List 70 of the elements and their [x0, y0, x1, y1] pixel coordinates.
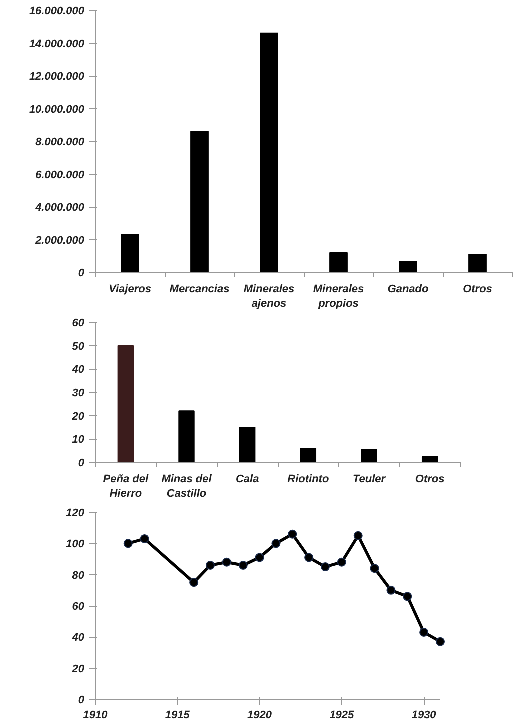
point	[337, 558, 346, 567]
x-tick-label: Minas del Castillo	[162, 474, 213, 500]
point	[288, 530, 298, 539]
y-tick-label: 20	[71, 410, 86, 423]
point	[386, 586, 396, 595]
y-tick-label: 10.000.000	[29, 104, 86, 116]
point	[140, 534, 150, 544]
y-tick-label: 100	[66, 538, 86, 551]
bar	[330, 252, 348, 272]
bar	[190, 131, 209, 272]
y-tick-label: 120	[66, 508, 86, 520]
bar	[422, 456, 438, 462]
point	[190, 578, 199, 588]
x-tick-label: Viajeros	[109, 284, 152, 296]
y-tick-label: 16.000.000	[29, 6, 86, 18]
bar	[361, 449, 378, 462]
y-tick-label: 8.000.000	[36, 136, 86, 148]
x-tick-label: Riotinto	[288, 474, 330, 486]
point	[403, 592, 412, 602]
y-tick-label: 80	[72, 570, 86, 582]
bar	[178, 410, 195, 462]
y-tick-label: 6.000.000	[36, 169, 86, 182]
point	[304, 553, 314, 562]
bar	[121, 234, 140, 272]
y-tick-label: 4.000.000	[34, 202, 86, 214]
y-tick-label: 20	[71, 663, 86, 676]
y-tick-label: 60	[72, 601, 86, 613]
x-tick-label: Peña del Hierro	[103, 474, 150, 500]
point	[238, 560, 248, 570]
y-tick-label: 14.000.000	[29, 38, 86, 50]
point	[420, 628, 429, 637]
x-tick-label: Mercancias	[170, 284, 230, 296]
bar	[239, 427, 256, 462]
y-tick-label: 30	[72, 388, 86, 400]
point	[206, 560, 215, 570]
y-tick-label: 10	[72, 434, 86, 446]
y-tick-label: 60	[72, 318, 86, 330]
x-tick-label: Otros	[415, 474, 445, 486]
point	[255, 553, 264, 562]
y-tick-label: 12.000.000	[29, 71, 86, 83]
point	[272, 539, 281, 548]
y-tick-label: 40	[71, 632, 86, 644]
x-tick-label: Ganado	[388, 284, 430, 296]
point	[321, 562, 330, 572]
y-tick-label: 0	[78, 694, 86, 706]
x-tick-label: 1910	[83, 710, 109, 721]
x-tick-label: Cala	[236, 474, 260, 486]
point	[370, 564, 380, 574]
bar	[118, 345, 134, 462]
point	[222, 558, 232, 567]
y-tick-label: 0	[78, 268, 86, 280]
point	[436, 637, 445, 646]
x-tick-label: Teuler	[352, 474, 386, 486]
x-tick-label: Minerales ajenos	[244, 284, 295, 310]
x-tick-label: Otros	[463, 284, 492, 296]
bar	[399, 261, 418, 272]
point	[124, 539, 133, 548]
x-tick-label: 1920	[248, 710, 273, 721]
x-tick-label: 1930	[412, 710, 438, 721]
y-tick-label: 2.000.000	[34, 234, 86, 247]
x-tick-label: 1925	[330, 710, 356, 721]
x-tick-label: 1915	[165, 710, 191, 721]
y-tick-label: 40	[71, 364, 86, 376]
bar	[260, 32, 278, 272]
bar	[468, 254, 487, 272]
y-tick-label: 50	[72, 340, 86, 353]
bar	[300, 448, 317, 462]
x-tick-label: Minerales propios	[313, 284, 364, 310]
y-tick-label: 0	[78, 458, 86, 470]
point	[354, 531, 363, 540]
